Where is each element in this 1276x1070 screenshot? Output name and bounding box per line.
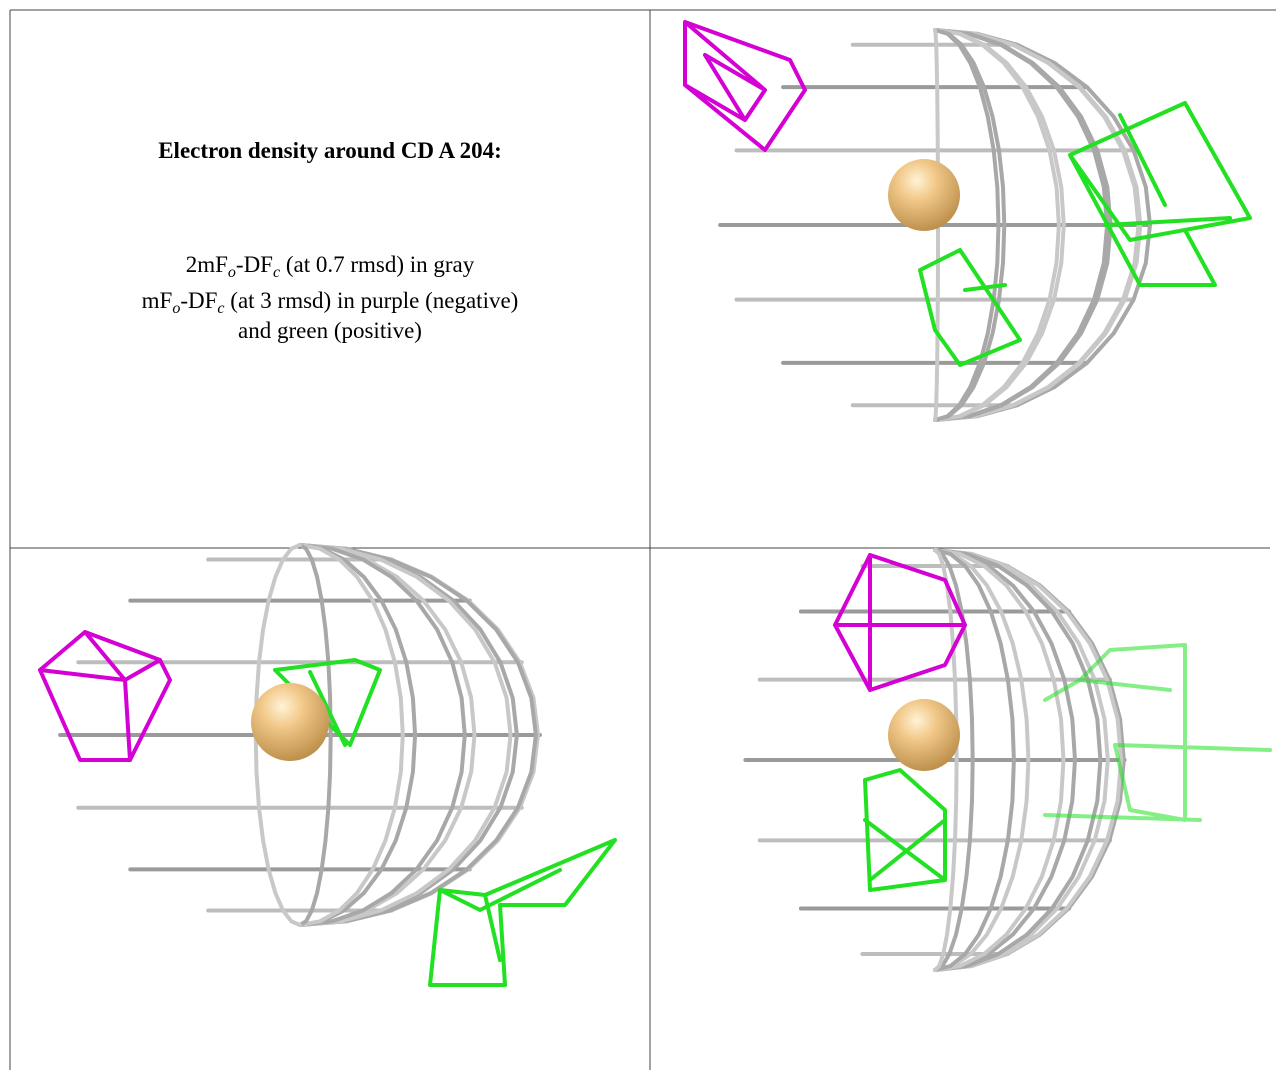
text: 2mF [186,252,228,277]
text: (at 3 rmsd) in purple (negative) [225,288,519,313]
mesh-line [298,543,333,927]
mesh-line [298,543,405,927]
mesh-line [933,548,1110,972]
mesh-line [933,28,1001,422]
panel-title: Electron density around CD A 204: [158,138,502,163]
positive-density [273,101,1272,987]
mesh-line [933,548,1124,972]
mesh-line [933,548,1031,972]
density-meshes [58,28,1152,972]
legend-line: and green (positive) [238,318,422,343]
subscript: o [228,264,236,281]
mesh-line [298,543,477,927]
subscript: c [273,264,280,281]
text: mF [142,288,173,313]
mesh-line [933,548,1066,972]
grid-lines [9,9,1276,1070]
mesh-line [933,548,1077,972]
text: -DF [180,288,217,313]
text: (at 0.7 rmsd) in gray [280,252,475,277]
metal-atoms [251,159,960,771]
mesh-line [298,543,513,927]
legend-line: 2mFo-DFc (at 0.7 rmsd) in gray [186,252,475,281]
mesh-line [298,543,418,927]
negative-density [38,20,967,762]
legend-line: mFo-DFc (at 3 rmsd) in purple (negative) [142,288,519,317]
mesh-line [933,28,1007,422]
mesh-line [298,543,467,927]
mesh-line [933,28,1152,422]
subscript: c [217,300,224,317]
subscript: o [172,300,180,317]
mesh-line [933,548,975,972]
text: -DF [236,252,273,277]
mesh-line [933,548,1016,972]
mesh-line [298,543,538,927]
mesh-line [933,548,1103,972]
mesh-line [933,28,1066,422]
